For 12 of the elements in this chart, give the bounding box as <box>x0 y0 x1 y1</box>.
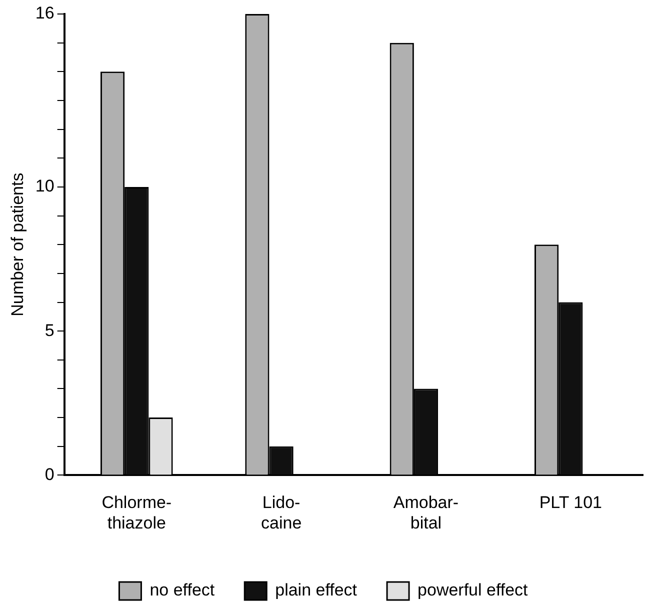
y-tick-label: 5 <box>44 320 54 340</box>
y-tick-label: 10 <box>35 176 54 196</box>
legend-label: plain effect <box>275 580 358 600</box>
legend-label: no effect <box>150 580 215 600</box>
y-axis-title: Number of patients <box>8 172 27 316</box>
legend-label: powerful effect <box>418 580 528 600</box>
y-tick-label: 0 <box>44 464 54 484</box>
y-tick-label: 16 <box>35 4 54 23</box>
x-tick-label: Chlorme- thiazole <box>102 493 172 532</box>
x-tick-label: Lido- caine <box>261 493 302 532</box>
x-tick-label: PLT 101 <box>539 493 602 512</box>
x-tick-label: Amobar- bital <box>393 493 459 532</box>
